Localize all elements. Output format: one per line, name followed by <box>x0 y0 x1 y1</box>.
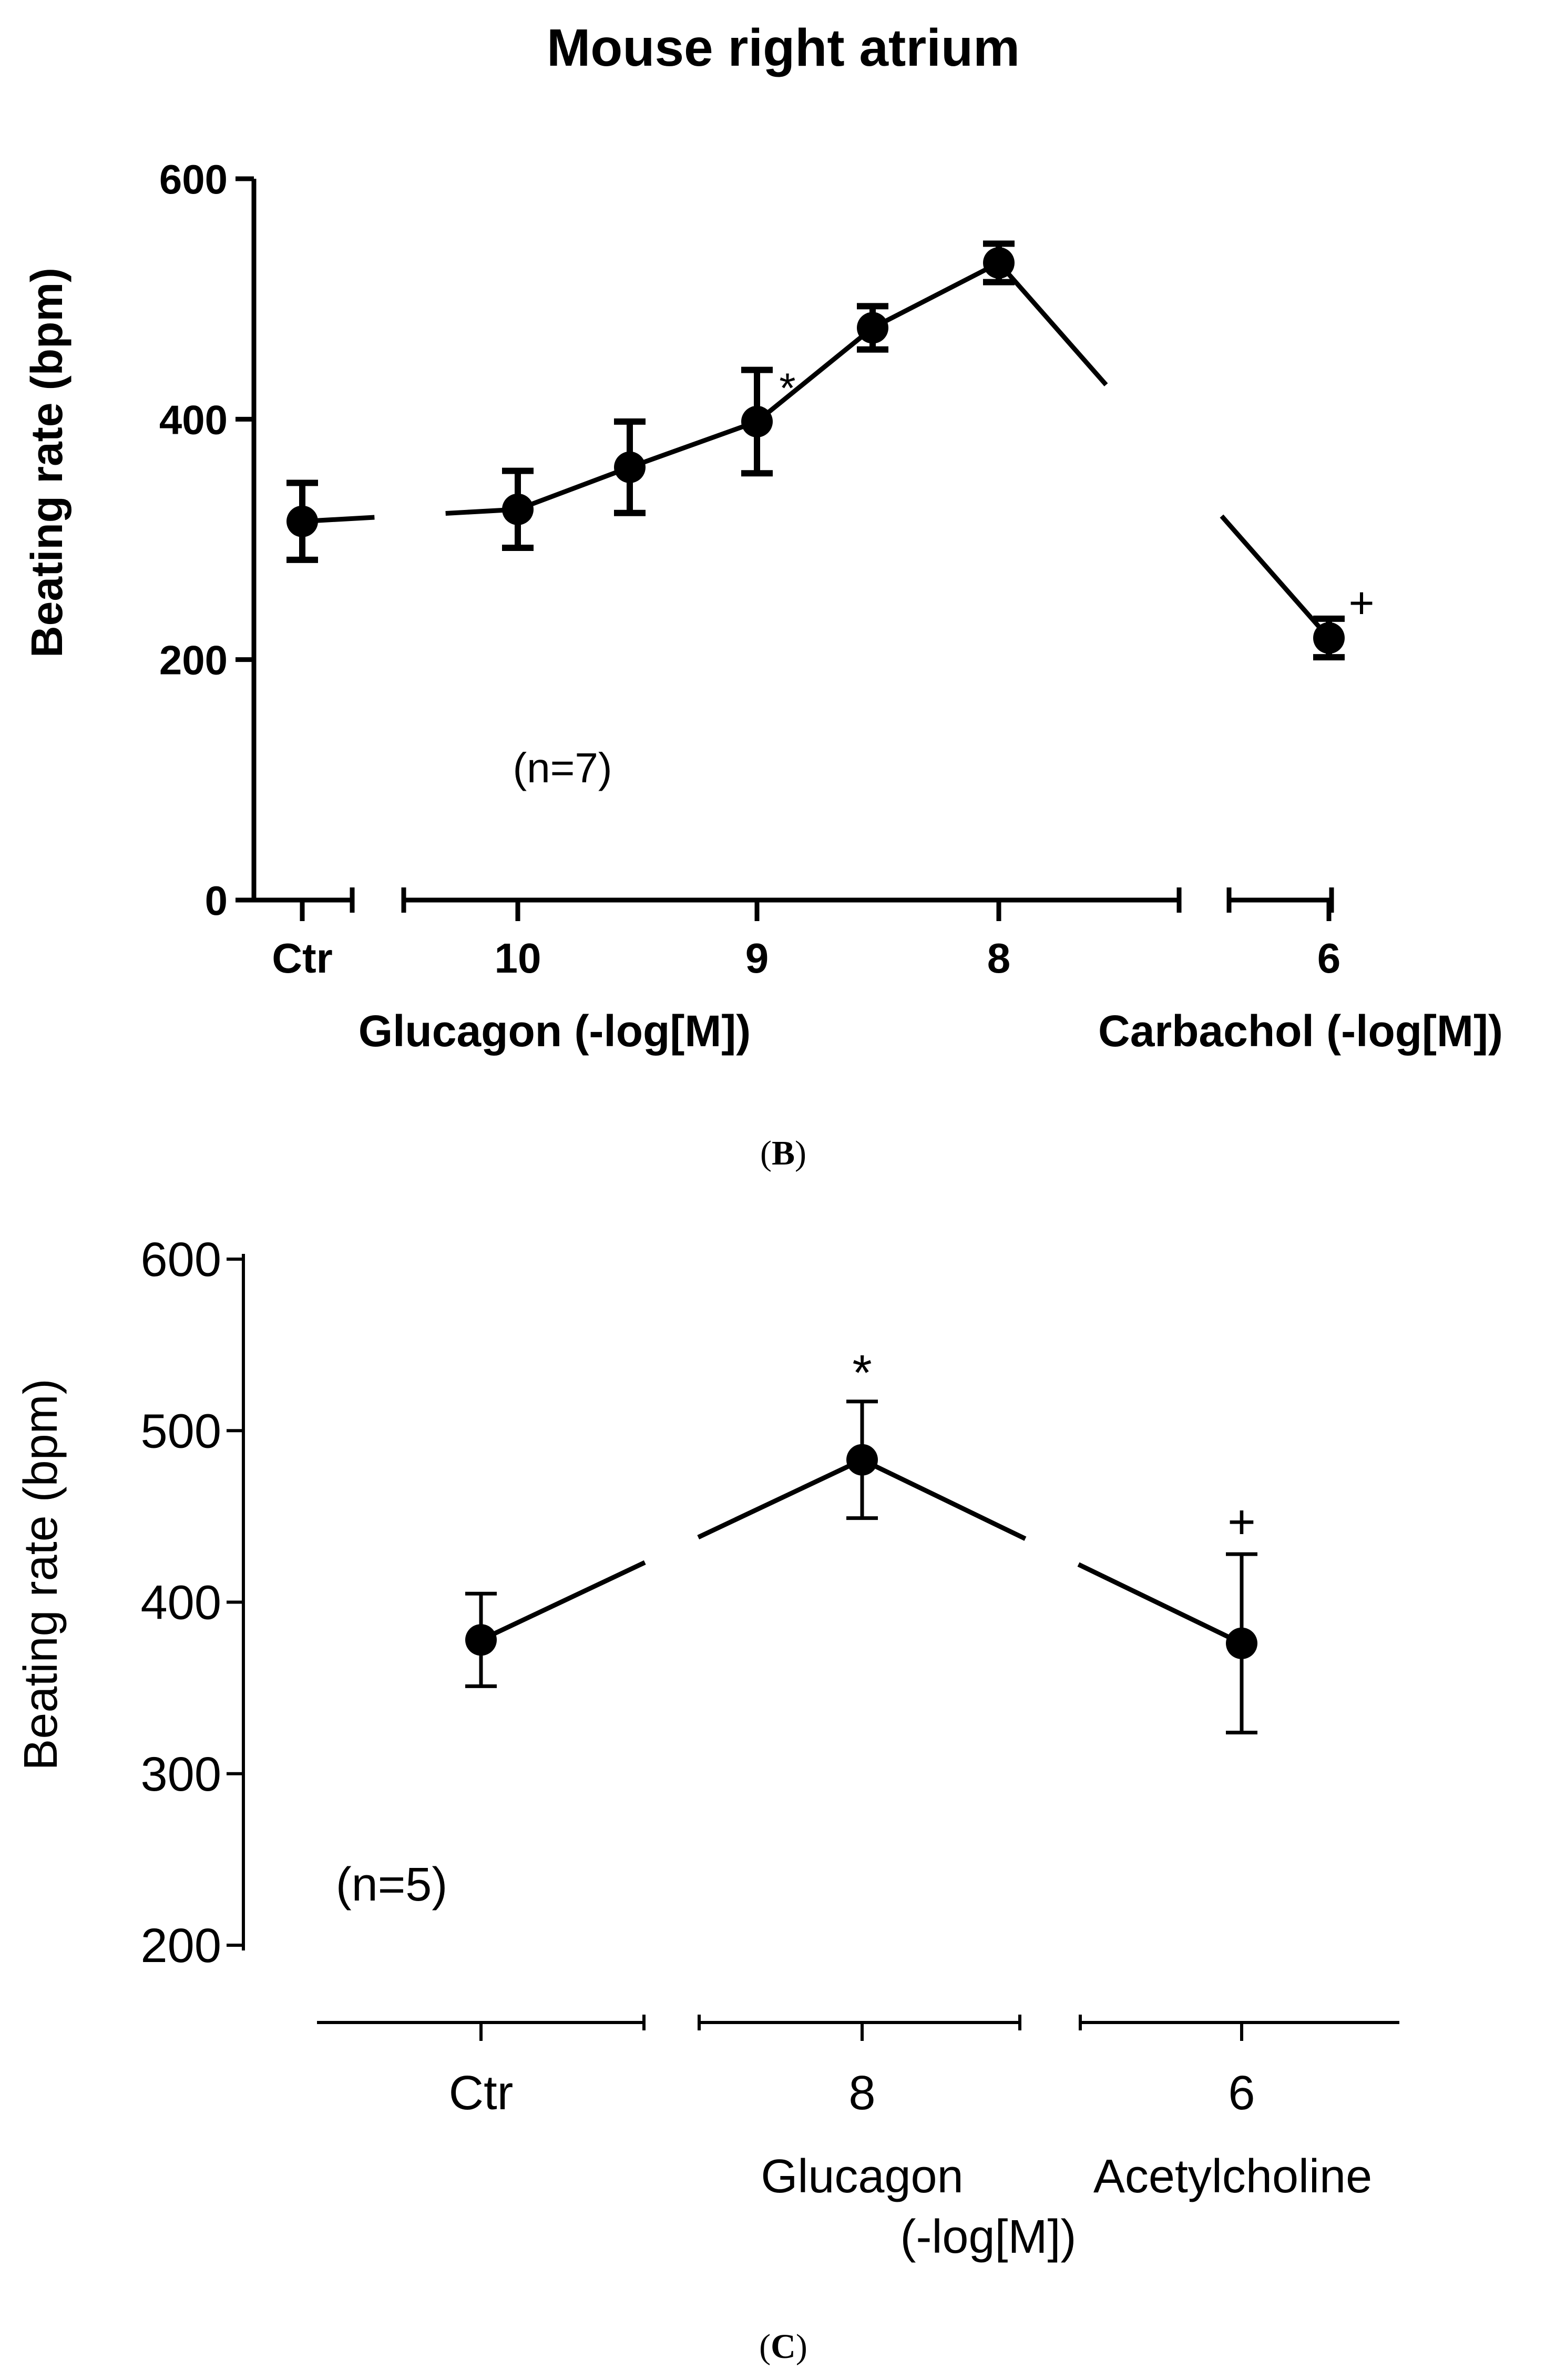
panel-c-significance-asterisk: * <box>852 1345 872 1401</box>
panel-b-x-tick-label: 6 <box>1317 935 1341 982</box>
panel-b-data-point <box>286 505 318 537</box>
panel-c-y-tick-label: 600 <box>141 1233 222 1286</box>
panel-b-y-ticks: 0 200 400 600 <box>159 156 254 924</box>
panel-b-significance-plus: + <box>1348 578 1374 628</box>
panel-b-data-point <box>1313 622 1345 654</box>
panel-b-connector <box>755 326 874 424</box>
panel-c-significance-plus: + <box>1227 1495 1256 1549</box>
panel-c-n-label: (n=5) <box>336 1858 448 1911</box>
panel-b-title: Mouse right atrium <box>547 18 1020 77</box>
panel-c-y-axis-label: Beating rate (bpm) <box>15 1378 67 1770</box>
panel-b-connector <box>997 261 1108 386</box>
panel-c-data-point <box>846 1444 878 1476</box>
panel-c-connector <box>1077 1562 1243 1646</box>
panel-c-y-tick-label: 300 <box>141 1748 222 1801</box>
panel-b-caption-letter: B <box>772 1134 795 1172</box>
panel-c-glucagon-label: Glucagon <box>761 2150 963 2203</box>
panel-b-connector <box>629 419 758 470</box>
panel-b-y-tick-label: 0 <box>205 877 228 924</box>
panel-c-data-point <box>1226 1627 1257 1659</box>
panel-b-connector <box>517 465 631 512</box>
panel-c-x-tick-label: Ctr <box>449 2066 514 2120</box>
panel-b-x-ticks: Ctr 10 9 8 6 <box>272 900 1340 982</box>
panel-b-series: *+ <box>286 240 1375 661</box>
panel-c-caption-close-paren: ) <box>796 2327 807 2366</box>
panel-b-caption-open-paren: ( <box>760 1134 772 1172</box>
panel-b: Mouse right atrium Beating rate (bpm) 0 2… <box>22 18 1503 1056</box>
panel-b-carbachol-axis-label: Carbachol (-log[M]) <box>1098 1006 1503 1056</box>
panel-b-caption-close-paren: ) <box>795 1134 806 1172</box>
panel-b-data-point <box>741 405 773 437</box>
panel-c-connector <box>480 1560 646 1642</box>
panel-b-connector <box>1220 514 1331 640</box>
panel-b-data-point <box>857 312 888 344</box>
panel-b-x-tick-label: 10 <box>495 935 541 982</box>
panel-c-connector <box>697 1457 863 1540</box>
panel-c-y-tick-label: 200 <box>141 1919 222 1973</box>
panel-c: Beating rate (bpm) 200 300 400 500 600 Ctr 8 6… <box>15 1233 1399 2263</box>
panel-b-significance-asterisk: * <box>779 365 795 412</box>
panel-b-y-axis-label: Beating rate (bpm) <box>22 268 71 658</box>
panel-b-x-tick-label: 8 <box>987 935 1011 982</box>
panel-b-x-tick-label: Ctr <box>272 935 333 982</box>
panel-b-data-point <box>614 451 646 483</box>
panel-c-connector <box>861 1457 1027 1541</box>
panel-c-acetylcholine-label: Acetylcholine <box>1093 2150 1372 2203</box>
panel-c-x-ticks: Ctr 8 6 <box>449 2023 1255 2120</box>
panel-b-x-tick-label: 9 <box>745 935 769 982</box>
panel-b-y-tick-label: 200 <box>159 637 228 683</box>
panel-c-y-tick-label: 400 <box>141 1576 222 1630</box>
panel-c-y-tick-label: 500 <box>141 1404 222 1458</box>
panel-b-n-label: (n=7) <box>513 744 612 791</box>
panel-c-series: *+ <box>465 1345 1257 1734</box>
panel-b-connector <box>871 261 1000 330</box>
panel-b-data-point <box>502 493 534 525</box>
panel-c-x-tick-label: 6 <box>1228 2066 1255 2120</box>
panel-c-caption-open-paren: ( <box>759 2327 771 2366</box>
panel-b-data-point <box>983 247 1015 279</box>
panel-c-caption-letter: C <box>771 2327 796 2366</box>
panel-c-caption: (C) <box>759 2327 807 2366</box>
panel-b-glucagon-axis-label: Glucagon (-log[M]) <box>359 1006 751 1056</box>
panel-b-y-tick-label: 600 <box>159 156 228 202</box>
panel-c-unit-label: (-log[M]) <box>900 2211 1077 2263</box>
panel-b-caption: (B) <box>760 1134 806 1172</box>
panel-c-x-tick-label: 8 <box>848 2066 875 2120</box>
panel-b-y-tick-label: 400 <box>159 396 228 443</box>
panel-c-y-ticks: 200 300 400 500 600 <box>141 1233 243 1973</box>
panel-c-data-point <box>465 1624 497 1656</box>
